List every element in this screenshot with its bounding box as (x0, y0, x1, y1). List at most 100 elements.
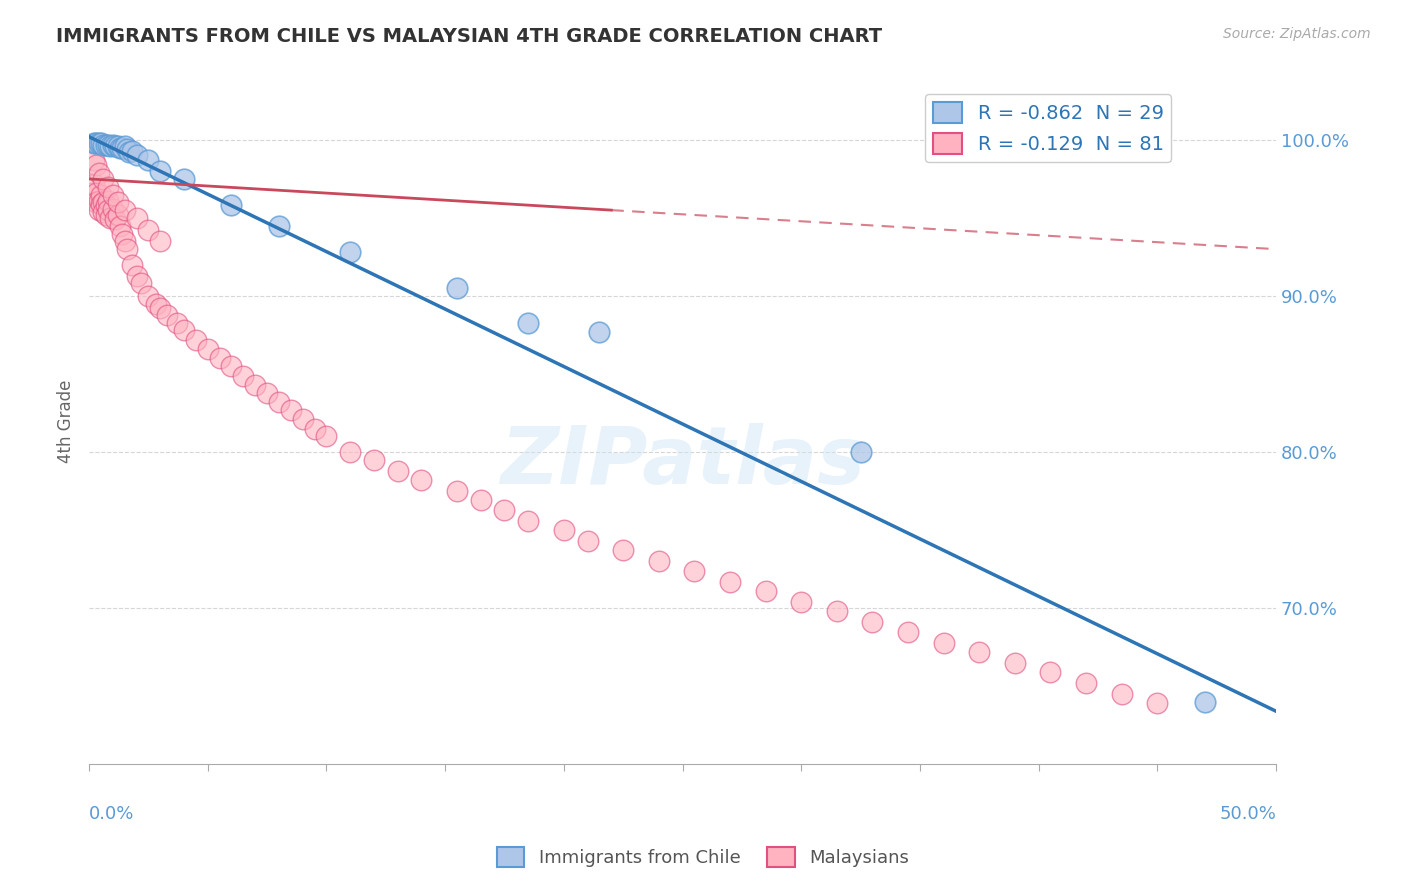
Point (84, 158, 107, 172)
Point (280, 403, 302, 417)
Text: ZIPatlas: ZIPatlas (501, 423, 865, 501)
Point (108, 141, 131, 155)
Point (121, 258, 143, 272)
Point (114, 203, 136, 218)
Point (87, 166, 110, 180)
Point (221, 359, 243, 374)
Text: Source: ZipAtlas.com: Source: ZipAtlas.com (1223, 27, 1371, 41)
Text: 0.0%: 0.0% (89, 805, 135, 823)
Point (91, 195, 114, 210)
Point (84, 136, 107, 150)
Point (91, 172, 114, 186)
Point (683, 564, 706, 578)
Text: IMMIGRANTS FROM CHILE VS MALAYSIAN 4TH GRADE CORRELATION CHART: IMMIGRANTS FROM CHILE VS MALAYSIAN 4TH G… (56, 27, 883, 45)
Point (100, 211, 122, 225)
Point (932, 635, 955, 649)
Point (897, 624, 920, 639)
Point (446, 484, 468, 499)
Point (1146, 697, 1168, 711)
Point (107, 208, 129, 222)
Point (87, 136, 110, 150)
Point (104, 212, 127, 227)
Point (156, 308, 179, 322)
Point (97, 194, 120, 208)
Point (91, 204, 114, 219)
Point (1111, 687, 1133, 701)
Point (1004, 656, 1026, 670)
Point (97, 179, 120, 194)
Point (90, 197, 112, 211)
Point (101, 137, 124, 152)
Point (83, 177, 105, 191)
Legend: Immigrants from Chile, Malaysians: Immigrants from Chile, Malaysians (489, 839, 917, 874)
Point (125, 211, 148, 225)
Point (138, 289, 160, 303)
Point (1194, 695, 1216, 709)
Point (860, 615, 883, 630)
Point (138, 153, 160, 168)
Point (87, 203, 110, 218)
Point (129, 277, 152, 291)
Point (470, 493, 492, 508)
Text: 50.0%: 50.0% (1219, 805, 1277, 823)
Point (576, 534, 599, 549)
Point (517, 514, 540, 528)
Point (94, 198, 117, 212)
Point (304, 422, 326, 436)
Point (494, 503, 516, 517)
Point (517, 316, 540, 330)
Point (339, 445, 361, 459)
Point (315, 429, 337, 443)
Point (588, 325, 610, 339)
Point (138, 223, 160, 237)
Point (121, 144, 143, 158)
Point (111, 227, 134, 241)
Point (100, 139, 122, 153)
Point (115, 142, 138, 156)
Point (111, 141, 134, 155)
Point (91, 137, 114, 152)
Point (387, 464, 409, 478)
Point (149, 235, 172, 249)
Point (221, 198, 243, 212)
Legend: R = -0.862  N = 29, R = -0.129  N = 81: R = -0.862 N = 29, R = -0.129 N = 81 (925, 94, 1171, 161)
Point (267, 395, 290, 409)
Point (208, 351, 231, 366)
Point (118, 145, 141, 160)
Y-axis label: 4th Grade: 4th Grade (58, 379, 75, 463)
Point (108, 219, 131, 233)
Point (790, 595, 813, 609)
Point (114, 139, 136, 153)
Point (80, 186, 103, 200)
Point (718, 574, 741, 589)
Point (411, 473, 433, 487)
Point (125, 148, 148, 162)
Point (94, 137, 117, 152)
Point (173, 172, 195, 186)
Point (363, 453, 385, 467)
Point (104, 139, 127, 153)
Point (115, 242, 138, 256)
Point (1074, 676, 1097, 690)
Point (90, 136, 112, 150)
Point (84, 195, 107, 210)
Point (83, 153, 105, 168)
Point (166, 316, 188, 330)
Point (553, 523, 575, 537)
Point (114, 235, 136, 249)
Point (825, 604, 848, 618)
Point (90, 187, 112, 202)
Point (107, 195, 129, 210)
Point (101, 187, 124, 202)
Point (83, 136, 105, 150)
Point (145, 297, 167, 311)
Point (107, 139, 129, 153)
Point (84, 186, 107, 200)
Point (648, 554, 671, 568)
Point (173, 323, 195, 337)
Point (446, 281, 468, 295)
Point (94, 208, 117, 222)
Point (849, 445, 872, 459)
Point (97, 203, 120, 218)
Point (97, 137, 120, 152)
